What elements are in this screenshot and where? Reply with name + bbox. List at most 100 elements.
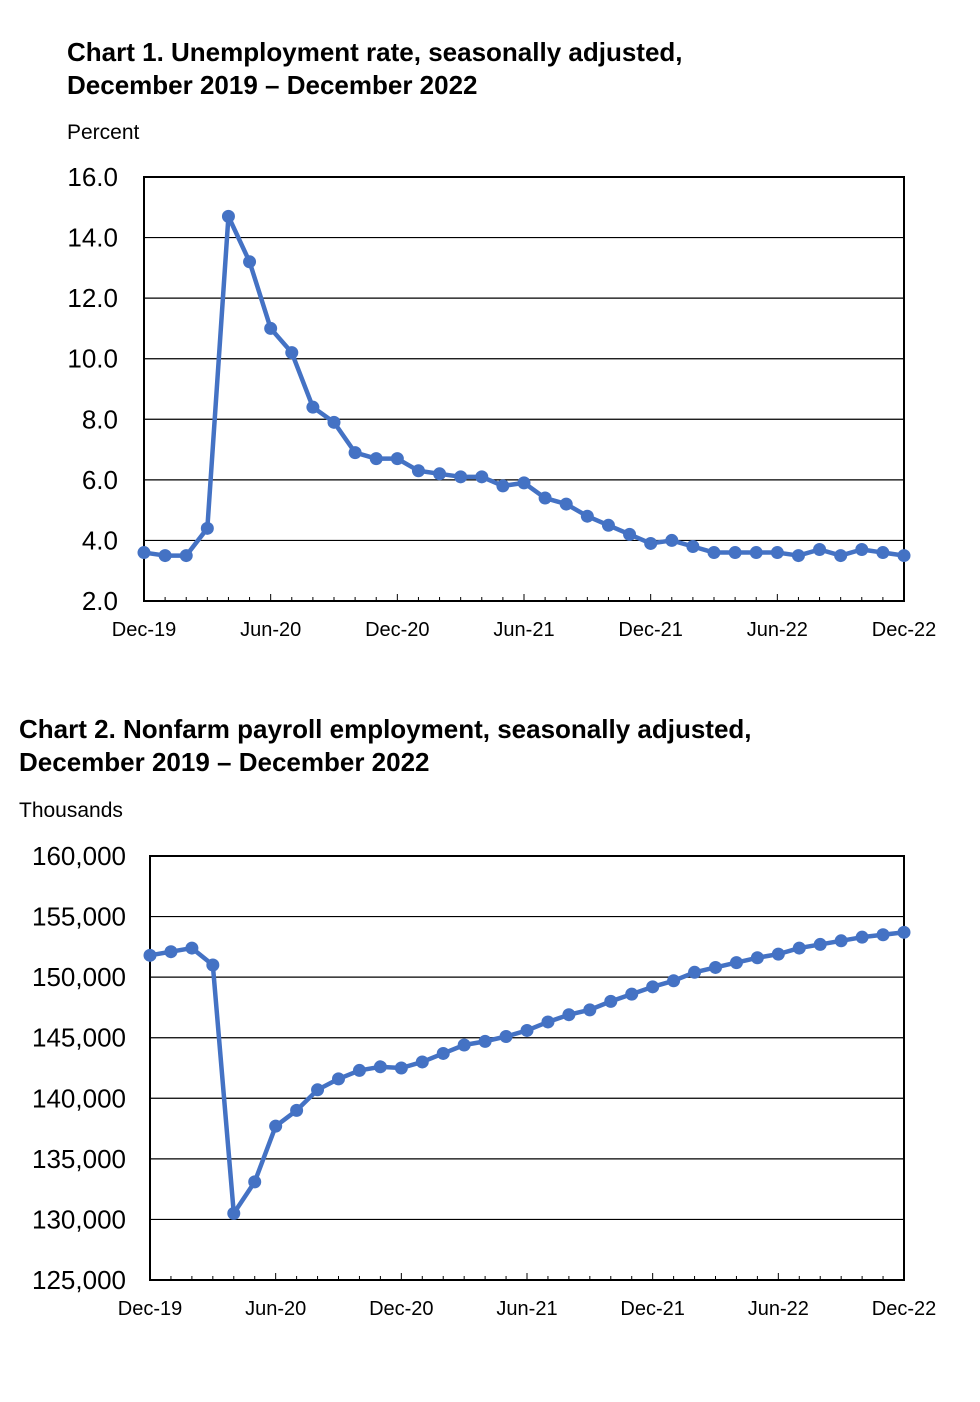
- chart-1-y-tick-label: 14.0: [67, 223, 118, 253]
- chart-2-data-point: [834, 934, 848, 948]
- chart-2-data-point: [311, 1083, 325, 1097]
- chart-2-title-line-2: December 2019 – December 2022: [19, 747, 430, 777]
- chart-2-data-point: [457, 1038, 471, 1052]
- chart-2-y-tick-label: 125,000: [32, 1265, 126, 1295]
- chart-2-data-point: [499, 1030, 513, 1044]
- chart-1-data-point: [285, 346, 299, 360]
- chart-2-y-tick-label: 135,000: [32, 1144, 126, 1174]
- chart-1-data-point: [791, 549, 805, 563]
- chart-1-data-point: [517, 476, 531, 490]
- chart-1-data-point: [623, 527, 637, 541]
- chart-1-title-line-1: Chart 1. Unemployment rate, seasonally a…: [67, 37, 683, 67]
- chart-2-data-point: [164, 945, 178, 959]
- chart-1-y-tick-label: 2.0: [82, 586, 118, 616]
- chart-1-data-point: [580, 509, 594, 523]
- chart-2-y-axis-label: Thousands: [19, 799, 123, 822]
- chart-2-data-point: [813, 937, 827, 951]
- chart-1-x-tick-label: Jun-21: [493, 619, 554, 641]
- chart-1-data-point: [749, 546, 763, 560]
- chart-2-data-point: [352, 1063, 366, 1077]
- chart-2-data-point: [185, 941, 199, 955]
- chart-2-x-tick-label: Jun-20: [245, 1298, 306, 1320]
- chart-2-series-line: [147, 930, 907, 1216]
- chart-1-title-line-2: December 2019 – December 2022: [67, 70, 478, 100]
- chart-1-plot-frame: [143, 176, 905, 602]
- chart-1-data-point: [433, 467, 447, 481]
- chart-2-data-point: [415, 1055, 429, 1069]
- chart-1-data-point: [559, 497, 573, 511]
- chart-1-data-point: [707, 546, 721, 560]
- chart-1-data-point: [243, 255, 257, 269]
- chart-2-data-point: [436, 1046, 450, 1060]
- chart-2-title-line-1: Chart 2. Nonfarm payroll employment, sea…: [19, 714, 752, 744]
- chart-2-data-point: [625, 987, 639, 1001]
- chart-2-x-tick-label: Dec-20: [369, 1298, 433, 1320]
- chart-2-data-point: [332, 1072, 345, 1086]
- chart-1-data-point: [538, 491, 552, 505]
- chart-1-data-point: [221, 209, 235, 223]
- chart-1-data-point: [327, 415, 341, 429]
- chart-2-data-point: [269, 1119, 283, 1133]
- chart-2-y-tick-label: 130,000: [32, 1204, 126, 1234]
- chart-1-data-point: [897, 549, 911, 563]
- chart-2-x-tick-label: Dec-21: [620, 1298, 684, 1320]
- chart-1-title: Chart 1. Unemployment rate, seasonally a…: [67, 36, 683, 102]
- chart-2-data-point: [520, 1023, 534, 1037]
- chart-1-data-point: [158, 549, 172, 563]
- chart-1-y-tick-label: 10.0: [67, 344, 118, 374]
- chart-1-data-point: [264, 321, 278, 335]
- chart-1-y-tick-label: 6.0: [82, 465, 118, 495]
- chart-2-data-point: [541, 1015, 555, 1029]
- chart-2-data-point: [143, 948, 157, 962]
- chart-2-data-point: [750, 951, 764, 965]
- chart-2-x-tick-label: Jun-21: [496, 1298, 557, 1320]
- chart-2-data-point: [290, 1103, 304, 1117]
- chart-1-data-point: [475, 470, 489, 484]
- chart-2-data-point: [394, 1061, 408, 1075]
- chart-1-data-point: [601, 518, 615, 532]
- chart-1-data-point: [728, 546, 742, 560]
- chart-1-data-point: [179, 549, 193, 563]
- chart-2-data-point: [729, 956, 743, 970]
- chart-1-x-tick-label: Dec-22: [872, 619, 936, 641]
- chart-1-unemployment-rate: 16.0 14.0 12.0 10.0 8.0 6.0 4.0 2.0 Dec-19 Jun-20…: [67, 162, 936, 641]
- chart-1-x-tick-label: Jun-22: [747, 619, 808, 641]
- chart-2-x-tick-label: Dec-22: [872, 1298, 936, 1320]
- chart-1-data-point: [813, 543, 827, 557]
- chart-1-x-tick-label: Dec-21: [618, 619, 682, 641]
- chart-2-y-tick-label: 150,000: [32, 962, 126, 992]
- chart-1-y-tick-label: 4.0: [82, 525, 118, 555]
- chart-1-x-tick-label: Dec-19: [112, 619, 176, 641]
- chart-1-data-point: [411, 464, 425, 478]
- chart-2-plot-frame: [149, 855, 905, 1281]
- chart-1-y-tick-label: 16.0: [67, 162, 118, 192]
- chart-1-data-point: [200, 521, 214, 535]
- chart-1-data-point: [834, 549, 848, 563]
- chart-2-data-point: [248, 1175, 262, 1189]
- chart-2-data-point: [583, 1003, 597, 1017]
- chart-2-x-tick-label: Dec-19: [118, 1298, 182, 1320]
- chart-2-y-tick-label: 155,000: [32, 902, 126, 932]
- chart-2-x-tick-label: Jun-22: [748, 1298, 809, 1320]
- chart-1-series-line: [141, 214, 907, 558]
- chart-1-data-point: [770, 546, 784, 560]
- chart-2-y-tick-label: 160,000: [32, 841, 126, 871]
- chart-2-nonfarm-payroll: 160,000 155,000 150,000 145,000 140,000 135,0…: [32, 841, 936, 1320]
- chart-1-data-point: [686, 539, 700, 553]
- chart-2-data-point: [604, 994, 618, 1008]
- chart-2-data-point: [646, 980, 660, 994]
- chart-2-title: Chart 2. Nonfarm payroll employment, sea…: [19, 713, 752, 779]
- chart-2-data-point: [478, 1034, 492, 1048]
- chart-1-data-point: [644, 536, 658, 550]
- chart-2-data-point: [688, 965, 702, 979]
- chart-1-data-point: [454, 470, 468, 484]
- chart-1-data-point: [390, 452, 404, 466]
- chart-2-data-point: [562, 1008, 576, 1022]
- chart-1-data-point: [137, 546, 151, 560]
- chart-2-data-point: [792, 941, 806, 955]
- chart-1-data-point: [496, 479, 510, 493]
- chart-2-data-point: [206, 958, 220, 972]
- chart-1-x-tick-label: Jun-20: [240, 619, 301, 641]
- chart-1-y-tick-label: 12.0: [67, 283, 118, 313]
- chart-2-y-tick-label: 145,000: [32, 1023, 126, 1053]
